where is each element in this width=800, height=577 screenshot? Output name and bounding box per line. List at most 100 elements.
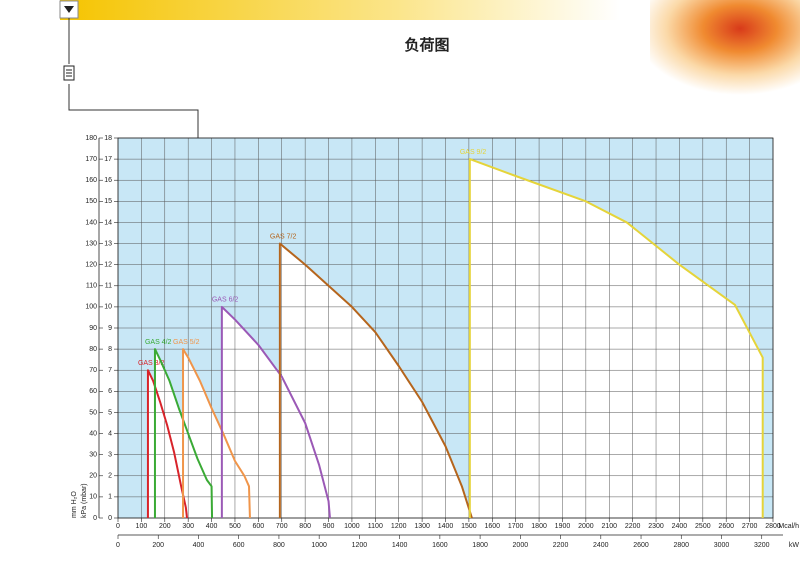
y2-tick-label: 13 — [104, 240, 112, 247]
x2-tick-label: 1000 — [311, 542, 327, 549]
y2-tick-label: 1 — [108, 494, 112, 501]
y2-tick-label: 11 — [105, 283, 112, 290]
series-label: GAS 5/2 — [173, 339, 200, 346]
x-tick-label: 1100 — [368, 523, 383, 530]
y2-tick-label: 16 — [104, 177, 112, 184]
header-bar — [60, 0, 620, 20]
y-tick-label: 170 — [85, 156, 97, 163]
x-tick-label: 1200 — [391, 523, 407, 530]
x-tick-label: 200 — [159, 523, 171, 530]
firing-curve — [182, 348, 251, 519]
y2-tick-label: 5 — [108, 409, 112, 416]
x-tick-label: 300 — [182, 523, 194, 530]
y-tick-label: 120 — [85, 262, 97, 269]
x-tick-label: 400 — [206, 523, 218, 530]
x-axis-label: Mcal/h — [778, 523, 799, 530]
connector — [68, 18, 199, 138]
y2-tick-label: 2 — [108, 473, 112, 480]
x2-tick-label: 1800 — [472, 542, 488, 549]
x-tick-label: 2400 — [672, 523, 688, 530]
x2-tick-label: 0 — [116, 542, 120, 549]
y2-tick-label: 10 — [104, 304, 112, 311]
y2-tick-label: 15 — [104, 198, 112, 205]
x2-tick-label: 3000 — [714, 542, 730, 549]
x-tick-label: 0 — [116, 523, 120, 530]
firing-curve — [468, 158, 764, 518]
y-axis-label: mm H₂O — [71, 491, 78, 518]
y-tick-label: 10 — [89, 494, 97, 501]
y-tick-label: 50 — [89, 409, 97, 416]
x2-tick-label: 1200 — [352, 542, 368, 549]
chart-title: 负荷图 — [404, 36, 449, 54]
x2-tick-label: 800 — [273, 542, 285, 549]
x-tick-label: 2200 — [625, 523, 641, 530]
plot-frame — [117, 137, 774, 519]
y2-tick-label: 9 — [108, 325, 112, 332]
x-tick-label: 1700 — [508, 523, 524, 530]
y2-tick-label: 17 — [104, 156, 112, 163]
y-tick-label: 30 — [89, 452, 97, 459]
y2-tick-label: 14 — [104, 219, 112, 226]
series-label: GAS 9/2 — [460, 149, 487, 156]
x-tick-label: 900 — [323, 523, 335, 530]
series-label: GAS 3/2 — [138, 360, 165, 367]
y-tick-label: 140 — [85, 219, 97, 226]
x-tick-label: 500 — [229, 523, 241, 530]
y-tick-label: 80 — [89, 346, 97, 353]
x2-tick-label: 2200 — [553, 542, 569, 549]
x2-axis-label: kW — [789, 542, 800, 549]
x-tick-label: 2100 — [601, 523, 617, 530]
x2-tick-label: 600 — [233, 542, 245, 549]
y-tick-label: 60 — [89, 388, 97, 395]
y-tick-label: 20 — [89, 473, 97, 480]
y2-tick-label: 8 — [108, 346, 112, 353]
y-tick-label: 40 — [89, 430, 97, 437]
x2-tick-label: 2600 — [633, 542, 649, 549]
y-tick-label: 0 — [93, 515, 97, 522]
x-tick-label: 700 — [276, 523, 288, 530]
y-tick-label: 70 — [89, 367, 97, 374]
menu-arrow — [64, 6, 74, 13]
x2-tick-label: 3200 — [754, 542, 770, 549]
y2-tick-label: 4 — [108, 430, 112, 437]
x-tick-label: 1400 — [438, 523, 454, 530]
series-label: GAS 4/2 — [145, 339, 172, 346]
firing-curve — [220, 305, 331, 519]
y2-tick-label: 12 — [104, 262, 112, 269]
y-tick-label: 180 — [85, 135, 97, 142]
x-tick-label: 100 — [136, 523, 148, 530]
y-tick-label: 130 — [85, 240, 97, 247]
x2-tick-label: 400 — [193, 542, 205, 549]
firing-curve — [278, 242, 473, 519]
x-tick-label: 1800 — [531, 523, 547, 530]
y-tick-label: 100 — [85, 304, 97, 311]
x-tick-label: 1500 — [461, 523, 477, 530]
y2-tick-label: 6 — [108, 388, 112, 395]
envelope-fill — [469, 159, 763, 518]
x-tick-label: 1300 — [414, 523, 430, 530]
doc-icon-lines — [66, 69, 72, 77]
x-tick-label: 600 — [253, 523, 265, 530]
x2-tick-label: 2800 — [673, 542, 689, 549]
x2-tick-label: 2000 — [513, 542, 529, 549]
y2-tick-label: 7 — [108, 367, 112, 374]
y-tick-label: 160 — [85, 177, 97, 184]
y-tick-label: 150 — [85, 198, 97, 205]
series-label: GAS 7/2 — [270, 233, 297, 240]
x-tick-label: 1900 — [555, 523, 571, 530]
x-tick-label: 2500 — [695, 523, 711, 530]
y2-tick-label: 0 — [108, 515, 112, 522]
envelope-fill — [279, 243, 472, 519]
x-tick-label: 2000 — [578, 523, 594, 530]
y2-tick-label: 3 — [108, 452, 112, 459]
series-label: GAS 6/2 — [212, 297, 239, 304]
x-tick-label: 1000 — [344, 523, 360, 530]
y2-tick-label: 18 — [104, 135, 112, 142]
x2-tick-label: 2400 — [593, 542, 609, 549]
y-tick-label: 90 — [89, 325, 97, 332]
x2-tick-label: 1400 — [392, 542, 408, 549]
x-tick-label: 2600 — [718, 523, 734, 530]
x-tick-label: 2700 — [742, 523, 758, 530]
y-tick-label: 110 — [86, 283, 97, 290]
